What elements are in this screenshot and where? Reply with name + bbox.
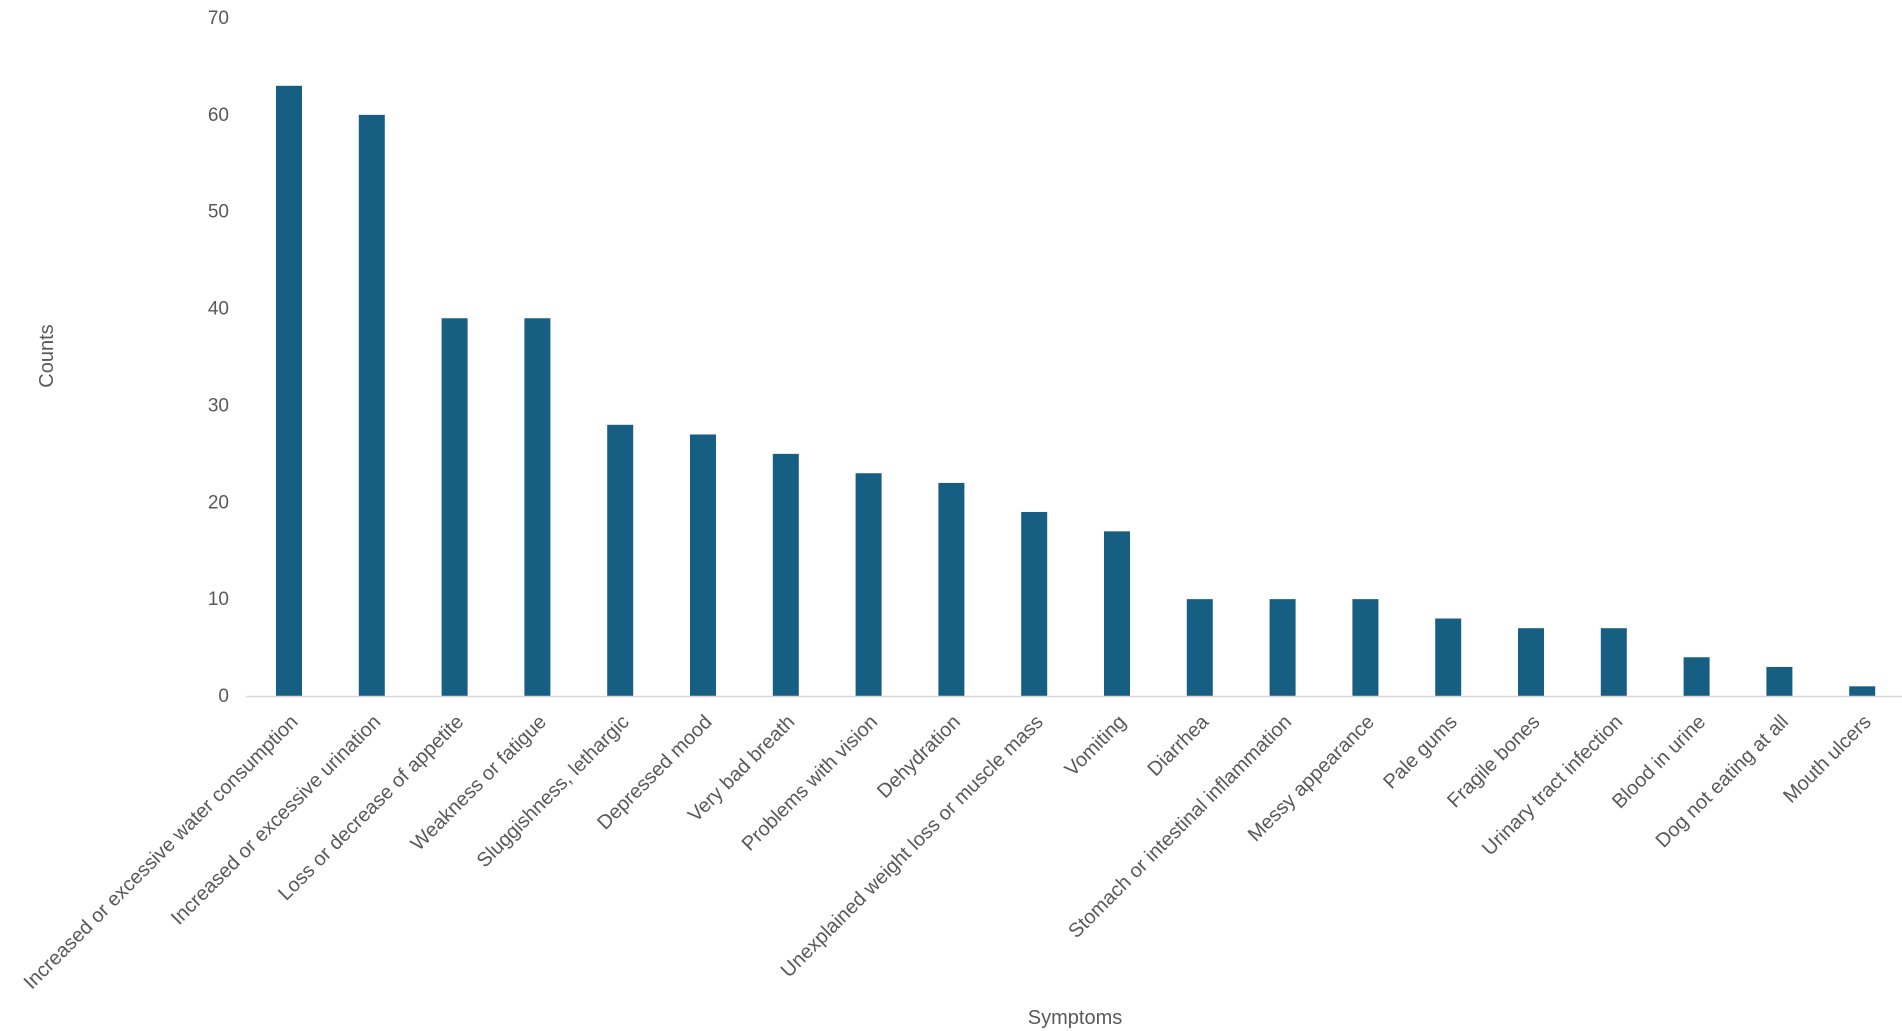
bar [1186,599,1213,696]
bar [1683,657,1710,696]
bar [938,482,965,696]
bar [1021,511,1048,696]
bar [855,473,882,696]
x-category-label: Weakness or fatigue [407,711,551,855]
y-tick-label: 70 [208,8,229,29]
x-category-label: Sluggishness, lethargic [473,711,634,872]
x-axis-category-labels: Increased or excessive water consumption… [20,710,1876,993]
y-tick-label: 20 [208,492,229,513]
bar [607,424,634,696]
x-category-label: Mouth ulcers [1779,711,1876,808]
x-category-label: Problems with vision [738,711,882,855]
x-category-label: Diarrhea [1144,710,1214,780]
bar [1435,618,1462,696]
bar [276,85,302,697]
bar [524,318,551,696]
y-tick-label: 50 [208,202,229,223]
bar [1600,628,1627,696]
x-category-label: Urinary tract infection [1478,711,1627,860]
y-tick-label: 10 [208,589,229,610]
bar [1352,599,1379,696]
bar [690,434,716,696]
bar [358,114,385,697]
y-tick-label: 0 [218,686,229,707]
y-tick-label: 40 [208,299,229,320]
y-tick-label: 60 [208,105,229,126]
y-axis-ticks: 0 10 20 30 40 50 60 70 [208,8,229,707]
bar [1269,599,1296,696]
bars-group [276,85,1876,697]
x-category-label: Pale gums [1379,711,1461,793]
bar [772,453,799,696]
x-category-label: Dehydration [873,711,965,803]
y-axis-title: Counts [36,324,58,387]
x-axis-title: Symptoms [1028,1007,1122,1029]
y-tick-label: 30 [208,395,229,416]
bar [441,318,468,696]
bar [1849,686,1876,696]
x-category-label: Increased or excessive water consumption [20,711,303,994]
bar [1104,531,1130,696]
x-category-label: Vomiting [1061,711,1131,781]
bar [1518,628,1544,696]
bar [1766,666,1793,696]
